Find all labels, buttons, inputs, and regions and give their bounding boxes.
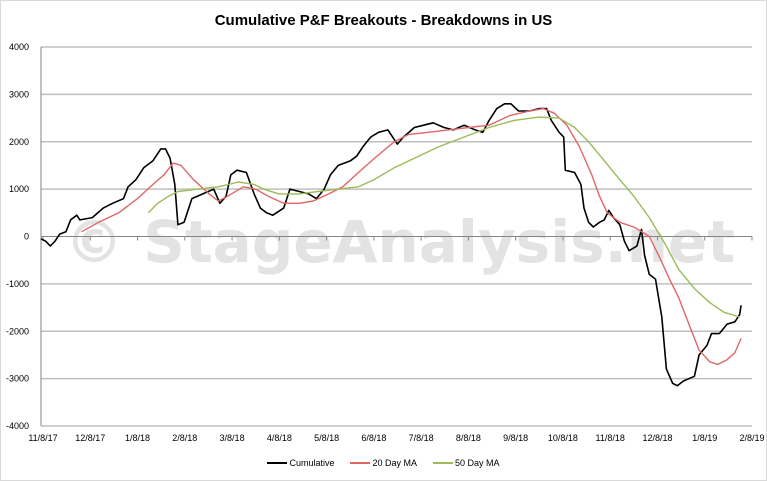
legend-swatch <box>350 462 371 464</box>
x-tick-label: 8/8/18 <box>456 433 481 443</box>
y-tick-label: 3000 <box>9 89 29 99</box>
y-tick-label: -4000 <box>6 421 29 431</box>
x-tick-label: 5/8/18 <box>314 433 339 443</box>
x-tick-label: 2/8/18 <box>172 433 197 443</box>
y-tick-label: 0 <box>24 232 29 242</box>
x-tick-label: 4/8/18 <box>267 433 292 443</box>
x-tick-label: 12/8/17 <box>75 433 105 443</box>
y-tick-label: 4000 <box>9 42 29 52</box>
legend-item: 20 Day MA <box>350 458 417 468</box>
legend-item: Cumulative <box>267 458 334 468</box>
watermark: © StageAnalysis.net <box>65 208 735 276</box>
x-tick-label: 10/8/18 <box>548 433 578 443</box>
x-tick-label: 1/8/19 <box>692 433 717 443</box>
series-line-cumulative <box>40 103 742 387</box>
legend-swatch <box>433 462 454 464</box>
x-tick-label: 3/8/18 <box>220 433 245 443</box>
x-tick-label: 12/8/18 <box>642 433 672 443</box>
series-line-20-day-ma <box>81 107 742 366</box>
legend: Cumulative 20 Day MA 50 Day MA <box>0 456 767 468</box>
legend-swatch <box>267 462 288 464</box>
x-tick-label: 9/8/18 <box>503 433 528 443</box>
x-tick-label: 11/8/18 <box>596 433 625 443</box>
x-tick-label: 1/8/18 <box>125 433 150 443</box>
x-tick-label: 2/8/19 <box>739 433 764 443</box>
y-tick-label: 2000 <box>9 137 29 147</box>
chart-title: Cumulative P&F Breakouts - Breakdowns in… <box>214 12 553 29</box>
x-tick-label: 6/8/18 <box>361 433 386 443</box>
y-tick-label: 1000 <box>9 184 29 194</box>
series-line-50-day-ma <box>147 116 740 318</box>
legend-label: Cumulative <box>289 458 335 468</box>
y-tick-label: -2000 <box>6 326 29 336</box>
legend-item: 50 Day MA <box>433 458 500 468</box>
y-tick-label: -1000 <box>6 279 29 289</box>
x-tick-label: 7/8/18 <box>409 433 434 443</box>
legend-label: 20 Day MA <box>372 458 418 468</box>
y-tick-label: -3000 <box>6 374 29 384</box>
legend-label: 50 Day MA <box>455 458 500 468</box>
x-tick-label: 11/8/17 <box>28 433 57 443</box>
